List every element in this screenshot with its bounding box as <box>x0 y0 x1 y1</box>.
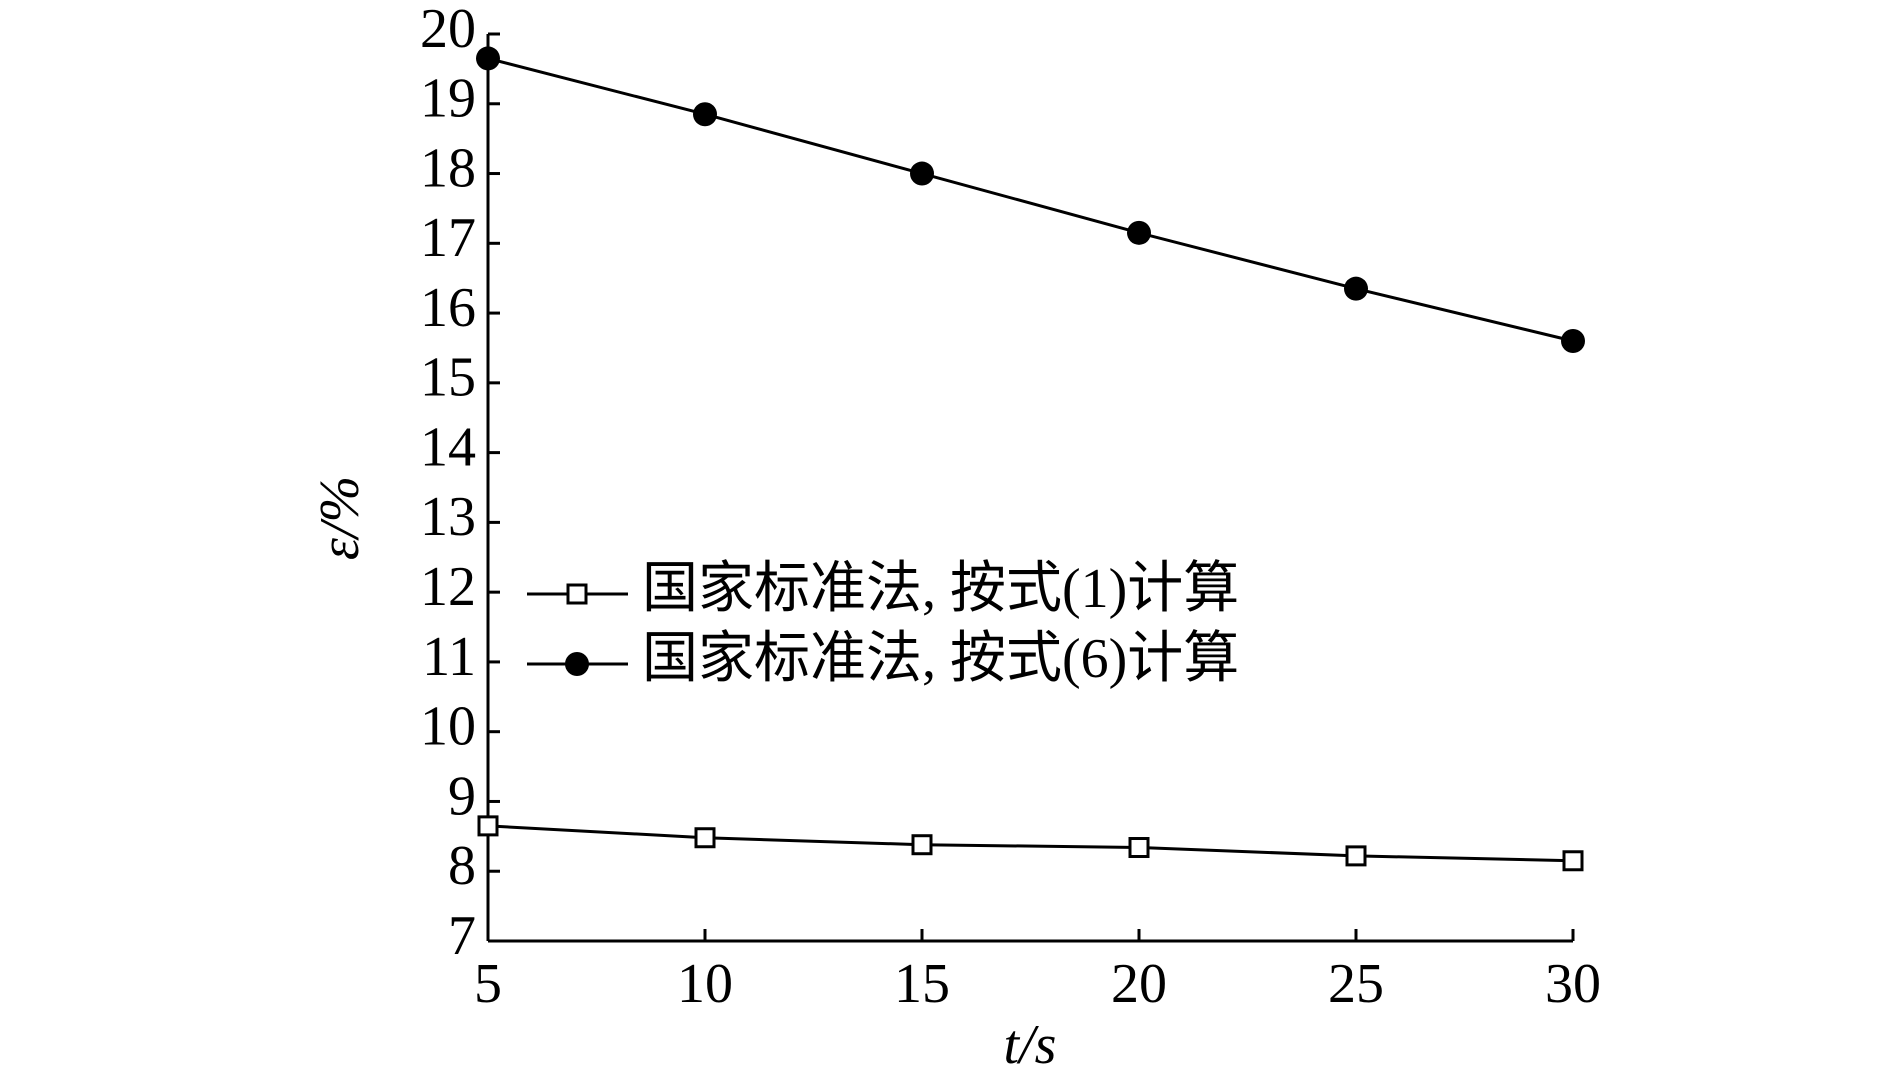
x-tick-label: 5 <box>474 953 502 1015</box>
legend-marker <box>565 652 589 676</box>
data-point <box>1561 328 1585 353</box>
y-tick-label: 12 <box>420 556 476 618</box>
data-point <box>694 827 716 849</box>
series-line <box>487 56 1574 343</box>
y-tick-label: 16 <box>420 277 476 339</box>
y-tick-label: 7 <box>448 905 476 967</box>
y-tick-label: 15 <box>420 347 476 409</box>
data-point <box>911 834 933 856</box>
legend-label: 国家标准法, 按式(6)计算 <box>642 628 1239 690</box>
y-tick-label: 13 <box>420 486 476 548</box>
y-tick-label: 14 <box>420 416 476 478</box>
y-tick-label: 8 <box>448 835 476 897</box>
data-point <box>693 102 717 127</box>
legend-marker <box>566 583 588 605</box>
x-tick-label: 15 <box>894 953 950 1015</box>
y-tick-label: 18 <box>420 137 476 199</box>
y-tick-label: 20 <box>420 0 476 60</box>
data-point <box>1345 845 1367 867</box>
data-point <box>910 161 934 186</box>
data-point <box>1562 850 1584 872</box>
x-tick-label: 20 <box>1111 953 1167 1015</box>
y-axis-label: ε/% <box>309 476 371 560</box>
y-tick-label: 10 <box>420 696 476 758</box>
y-tick-label: 17 <box>420 207 476 269</box>
data-point <box>476 46 500 71</box>
x-axis-label: t/s <box>1004 1014 1057 1076</box>
series-line <box>487 824 1574 863</box>
y-tick-label: 11 <box>422 626 476 688</box>
data-point <box>1344 276 1368 301</box>
x-tick-label: 25 <box>1328 953 1384 1015</box>
data-point <box>1128 837 1150 859</box>
x-tick-label: 30 <box>1545 953 1601 1015</box>
x-tick-label: 10 <box>677 953 733 1015</box>
y-tick-label: 19 <box>420 68 476 130</box>
data-point <box>477 815 499 837</box>
data-point <box>1127 220 1151 245</box>
legend-label: 国家标准法, 按式(1)计算 <box>642 558 1239 620</box>
y-tick-label: 9 <box>448 765 476 827</box>
